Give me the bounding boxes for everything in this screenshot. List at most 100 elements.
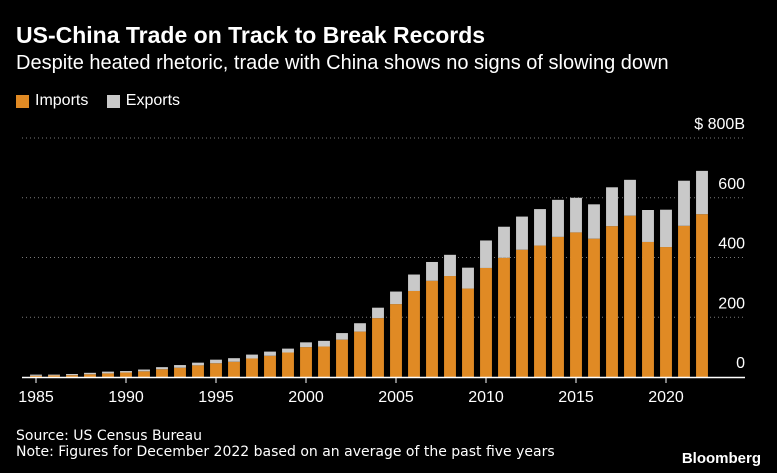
bar-imports [192,365,204,377]
bar-exports [660,209,672,248]
bar-exports [120,371,132,373]
bar-imports [264,355,276,377]
bar-imports [390,304,402,377]
bar-imports [282,352,294,377]
bar-imports [246,358,258,377]
bar-exports [552,199,564,237]
bar-exports [480,240,492,268]
bar-imports [606,226,618,377]
bar-imports [66,375,78,377]
bar-imports [678,225,690,377]
bar-exports [228,358,240,362]
bar-imports [624,215,636,377]
bar-exports [102,371,114,374]
chart-title: US-China Trade on Track to Break Records [16,22,486,48]
y-tick-label: 200 [718,295,745,312]
x-tick-label: 1995 [198,389,234,406]
y-tick-label: 0 [736,355,745,372]
x-tick-label: 2005 [378,389,414,406]
bar-exports [444,254,456,277]
bar-exports [48,374,60,376]
bar-exports [192,362,204,366]
bar-imports [120,372,132,377]
footnote: Note: Figures for December 2022 based on… [16,444,555,460]
bar-exports [174,365,186,368]
imports-swatch [16,94,29,108]
bar-exports [336,333,348,340]
x-tick-label: 2000 [288,389,324,406]
bar-exports [210,359,222,364]
bar-exports [282,348,294,353]
bar-exports [66,374,78,376]
bar-imports [696,214,708,377]
y-tick-label: 400 [718,236,745,253]
bar-exports [588,204,600,239]
bar-exports [354,323,366,332]
bar-exports [570,197,582,233]
bar-imports [174,367,186,377]
x-tick-label: 1985 [18,389,54,406]
bar-imports [156,369,168,377]
chart-legend: Imports Exports [16,92,194,113]
bar-exports [264,351,276,356]
x-tick-label: 2015 [558,389,594,406]
x-tick-label: 2020 [648,389,684,406]
bar-imports [660,247,672,377]
chart-subtitle: Despite heated rhetoric, trade with Chin… [16,52,669,74]
bar-imports [480,267,492,377]
bar-imports [444,276,456,377]
bar-exports [534,209,546,246]
bar-exports [318,340,330,347]
bar-imports [48,375,60,377]
bar-exports [156,367,168,370]
bar-imports [372,318,384,377]
x-tick-label: 2010 [468,389,504,406]
bar-imports [462,288,474,377]
bar-exports [678,180,690,226]
bar-imports [570,232,582,377]
bar-imports [426,280,438,377]
bar-imports [318,346,330,377]
bar-exports [84,372,96,375]
bar-imports [300,347,312,377]
bar-exports [372,307,384,319]
bar-imports [228,361,240,377]
bar-imports [84,374,96,377]
legend-item-exports: Exports [106,92,181,110]
legend-item-imports: Imports [16,92,88,110]
legend-exports-label: Exports [125,92,181,109]
bar-imports [498,257,510,377]
bar-imports [408,290,420,377]
bar-imports [138,371,150,377]
bar-exports [498,226,510,258]
bar-exports [300,342,312,348]
bar-imports [30,375,42,377]
exports-swatch [106,94,120,108]
bloomberg-logo: Bloomberg [681,450,761,467]
bar-exports [624,179,636,216]
source-note: Source: US Census Bureau [16,428,202,444]
x-tick-label: 1990 [108,389,144,406]
bar-exports [30,374,42,376]
bar-imports [552,236,564,377]
bar-exports [642,209,654,242]
bar-imports [354,331,366,377]
bar-exports [138,369,150,372]
legend-imports-label: Imports [35,92,89,109]
bar-exports [390,291,402,305]
bar-exports [696,170,708,215]
bar-imports [516,249,528,377]
bar-imports [210,363,222,377]
bar-exports [606,187,618,227]
bar-exports [246,354,258,359]
bar-imports [588,238,600,377]
bar-exports [408,274,420,291]
bar-imports [102,373,114,377]
bar-exports [462,267,474,289]
bar-imports [642,241,654,377]
bar-exports [426,261,438,281]
bar-imports [336,339,348,377]
bar-imports [534,245,546,377]
bar-exports [516,216,528,250]
